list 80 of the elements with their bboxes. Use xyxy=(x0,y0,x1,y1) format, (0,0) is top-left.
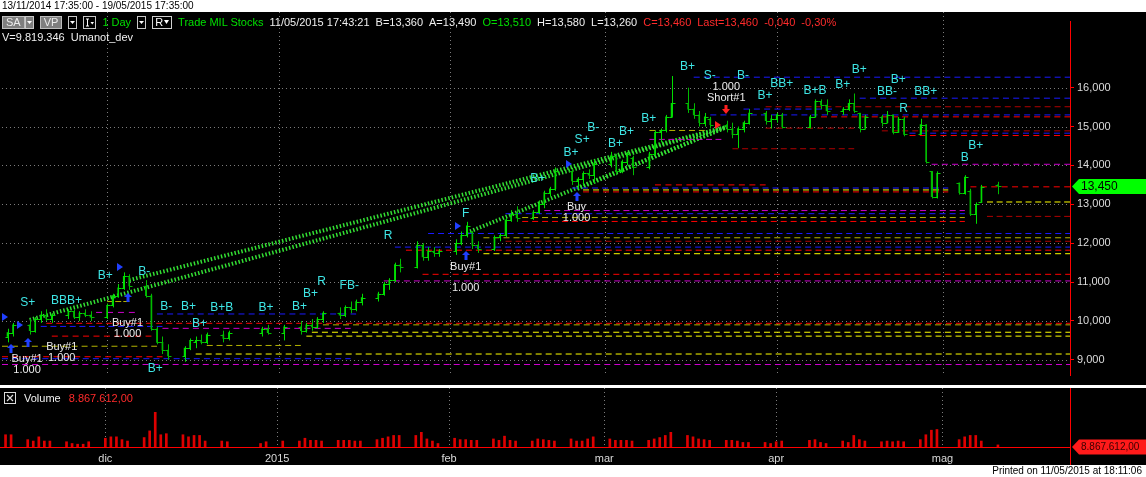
annotation: B+ xyxy=(258,299,274,314)
annotation: V=9.819.346 xyxy=(2,31,65,43)
text: Printed on 11/05/2015 at 18:11:06 xyxy=(992,465,1142,477)
annotation: C=13,460 xyxy=(643,16,692,28)
annotation: B+ xyxy=(679,58,695,73)
annotation: B+ xyxy=(147,360,163,375)
annotation: S+ xyxy=(20,295,36,310)
annotation: -0,040 xyxy=(764,16,796,28)
annotation: B+ xyxy=(97,267,113,282)
annotation: 1.000 xyxy=(113,327,142,340)
annotation: B+ xyxy=(757,87,773,102)
annotation: B+ xyxy=(180,299,197,314)
annotation: Umanot_dev xyxy=(70,31,134,43)
annotation: 1.000 xyxy=(712,80,741,93)
annotation: B+B xyxy=(210,299,234,314)
annotation: B- xyxy=(587,120,600,135)
annotation: B+ xyxy=(968,137,984,152)
x-tick-label: mar xyxy=(594,451,615,464)
chart-title: Volume xyxy=(24,392,61,404)
annotation: Buy#1 xyxy=(46,339,78,352)
x-tick-label: dic xyxy=(98,451,113,464)
annotation: R xyxy=(317,274,327,289)
text: 8.867.612,00 xyxy=(68,392,133,404)
y-tick-label: 14,000 xyxy=(1077,158,1111,171)
annotation: Buy#1 xyxy=(450,259,482,272)
annotation: B+ xyxy=(851,62,867,77)
annotation: BB- xyxy=(877,83,898,98)
annotation: Trade MIL Stocks xyxy=(178,16,264,28)
annotation: 1 Day xyxy=(102,16,132,28)
y-tick-label: 11,000 xyxy=(1077,275,1110,288)
annotation: B+B xyxy=(803,83,827,98)
y-tick-label: 9,000 xyxy=(1077,352,1105,365)
annotation: B+ xyxy=(291,298,307,313)
annotation: B- xyxy=(138,263,151,278)
annotation: O=13,510 xyxy=(482,16,532,28)
y-tick-label: 13,000 xyxy=(1077,197,1111,210)
annotation: R xyxy=(383,228,393,243)
annotation: B xyxy=(960,149,969,164)
text: 13,450 xyxy=(1081,179,1119,194)
annotation: B=13,360 xyxy=(375,16,423,28)
annotation: R xyxy=(899,100,909,115)
annotation: F xyxy=(462,205,470,220)
y-tick-label: 15,000 xyxy=(1077,119,1111,132)
annotation: S- xyxy=(703,67,716,82)
text: 13/11/2014 17:35:00 - 19/05/2015 17:35:00 xyxy=(2,0,194,12)
annotation: Last=13,460 xyxy=(697,16,759,28)
annotation: B+ xyxy=(607,135,623,150)
annotation: R xyxy=(155,15,164,28)
annotation: Short#1 xyxy=(707,91,746,104)
y-tick-label: 12,000 xyxy=(1077,236,1111,249)
annotation: BBB+ xyxy=(51,293,83,308)
annotation: B+ xyxy=(641,111,657,126)
annotation: VP xyxy=(39,15,63,29)
annotation: B+ xyxy=(835,77,851,92)
annotation: 1.000 xyxy=(13,362,41,375)
y-tick-label: 16,000 xyxy=(1077,80,1111,93)
annotation: L=13,260 xyxy=(591,16,638,28)
annotation: 1.000 xyxy=(451,280,480,293)
annotation: 11/05/2015 17:43:21 xyxy=(269,16,370,28)
x-tick-label: apr xyxy=(768,451,785,464)
annotation: H=13,580 xyxy=(537,16,586,28)
annotation: A=13,490 xyxy=(429,16,477,28)
annotation: B+ xyxy=(192,316,208,331)
annotation: B+ xyxy=(618,123,634,138)
annotation: Buy xyxy=(567,199,587,212)
y-tick-label: 10,000 xyxy=(1077,314,1111,326)
annotation: BB+ xyxy=(770,75,794,90)
x-tick-label: mag xyxy=(931,451,954,464)
annotation: B+ xyxy=(302,286,318,301)
annotation: SA xyxy=(2,15,25,29)
annotation: B+ xyxy=(890,71,906,86)
annotation: -0,30% xyxy=(801,16,837,28)
annotation: FB- xyxy=(339,277,359,292)
annotation: B+ xyxy=(563,145,579,160)
text: 8.867.612,00 xyxy=(1081,441,1140,453)
annotation: B- xyxy=(160,299,173,314)
annotation: S+ xyxy=(574,132,590,147)
annotation: BB+ xyxy=(914,83,938,98)
x-tick-label: 2015 xyxy=(264,451,290,464)
x-tick-label: feb xyxy=(441,451,457,464)
